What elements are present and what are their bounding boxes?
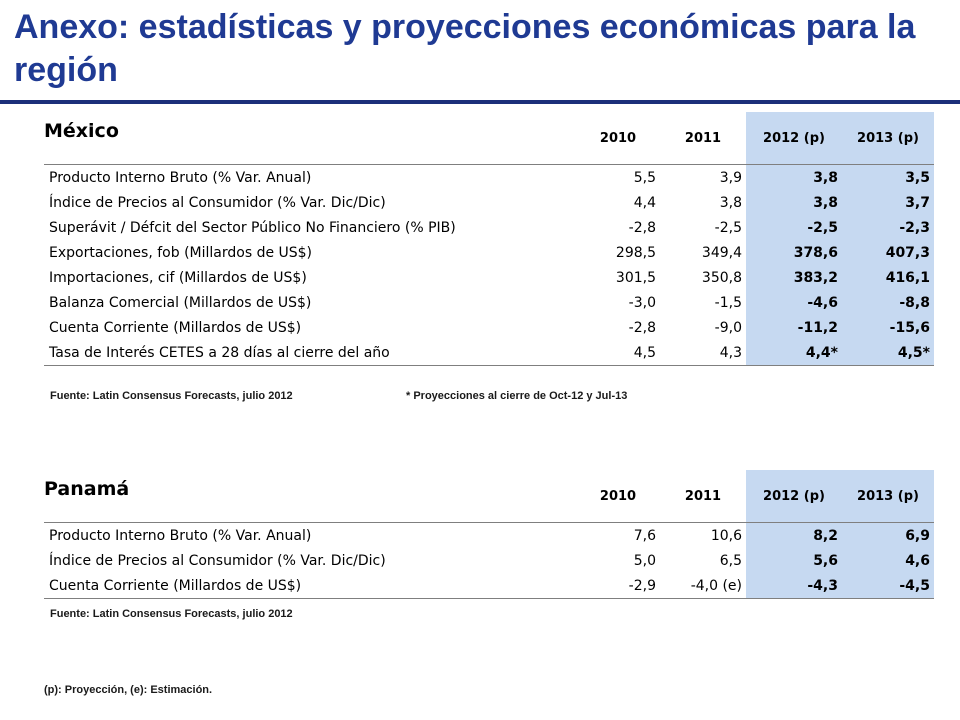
title-divider xyxy=(0,100,960,104)
mexico-col-header: 2012 (p) xyxy=(746,112,842,165)
panama-header-label xyxy=(44,470,576,523)
cell: -4,6 xyxy=(746,290,842,315)
row-label: Producto Interno Bruto (% Var. Anual) xyxy=(49,527,312,544)
row-label: Balanza Comercial (Millardos de US$) xyxy=(49,294,312,311)
mexico-section-label: México xyxy=(44,120,119,142)
panama-source-note: Fuente: Latin Consensus Forecasts, julio… xyxy=(50,608,293,620)
cell: -9,0 xyxy=(714,319,742,336)
panama-col-header: 2010 xyxy=(599,488,637,504)
cell: -4,5 xyxy=(842,573,934,599)
cell: -4,3 xyxy=(746,573,842,599)
table-row: Balanza Comercial (Millardos de US$) -3,0… xyxy=(44,290,934,315)
row-label: Importaciones, cif (Millardos de US$) xyxy=(49,269,307,286)
table-row: Cuenta Corriente (Millardos de US$) -2,9 -… xyxy=(44,573,934,599)
panama-col-header: 2011 xyxy=(684,488,722,504)
cell: 301,5 xyxy=(615,269,656,286)
cell: 5,6 xyxy=(746,548,842,573)
table-row: Producto Interno Bruto (% Var. Anual) 7,6… xyxy=(44,522,934,548)
row-label: Tasa de Interés CETES a 28 días al cierr… xyxy=(49,344,390,361)
mexico-col-header: 2011 xyxy=(684,130,722,146)
cell: -15,6 xyxy=(842,315,934,340)
cell: 3,8 xyxy=(746,164,842,190)
mexico-footnote: * Proyecciones al cierre de Oct-12 y Jul… xyxy=(406,390,628,402)
cell: -2,8 xyxy=(628,319,656,336)
mexico-source-note: Fuente: Latin Consensus Forecasts, julio… xyxy=(50,390,293,402)
cell: 5,5 xyxy=(633,169,656,186)
row-label: Exportaciones, fob (Millardos de US$) xyxy=(49,244,313,261)
table-row: Índice de Precios al Consumidor (% Var. … xyxy=(44,190,934,215)
cell: 3,8 xyxy=(746,190,842,215)
row-label: Cuenta Corriente (Millardos de US$) xyxy=(49,319,302,336)
cell: -2,3 xyxy=(842,215,934,240)
panama-header-row: 2010 2011 2012 (p) 2013 (p) xyxy=(44,470,934,523)
cell: 349,4 xyxy=(701,244,742,261)
table-row: Superávit / Défcit del Sector Público No… xyxy=(44,215,934,240)
cell: -2,5 xyxy=(714,219,742,236)
panama-section-label: Panamá xyxy=(44,478,130,500)
cell: -3,0 xyxy=(628,294,656,311)
row-label: Índice de Precios al Consumidor (% Var. … xyxy=(49,194,386,211)
mexico-header-label xyxy=(44,112,576,165)
cell: 10,6 xyxy=(710,527,742,544)
cell: 298,5 xyxy=(615,244,656,261)
table-row: Exportaciones, fob (Millardos de US$) 298… xyxy=(44,240,934,265)
table-row: Cuenta Corriente (Millardos de US$) -2,8 -… xyxy=(44,315,934,340)
page-title: Anexo: estadísticas y proyecciones econó… xyxy=(14,8,916,89)
cell: 3,5 xyxy=(842,164,934,190)
row-label: Superávit / Défcit del Sector Público No… xyxy=(49,219,456,236)
mexico-col-header: 2010 xyxy=(599,130,637,146)
mexico-col-header: 2013 (p) xyxy=(842,112,934,165)
cell: 4,6 xyxy=(842,548,934,573)
table-row: Producto Interno Bruto (% Var. Anual) 5,5… xyxy=(44,164,934,190)
table-row: Índice de Precios al Consumidor (% Var. … xyxy=(44,548,934,573)
cell: -2,5 xyxy=(746,215,842,240)
panama-col-header: 2013 (p) xyxy=(842,470,934,523)
cell: 8,2 xyxy=(746,522,842,548)
cell: 6,5 xyxy=(719,552,742,569)
cell: 350,8 xyxy=(701,269,742,286)
row-label: Cuenta Corriente (Millardos de US$) xyxy=(49,577,302,594)
legend-note: (p): Proyección, (e): Estimación. xyxy=(44,684,213,696)
cell: 407,3 xyxy=(842,240,934,265)
table-row: Importaciones, cif (Millardos de US$) 301… xyxy=(44,265,934,290)
mexico-table: 2010 2011 2012 (p) 2013 (p) Producto Int… xyxy=(44,112,934,366)
panama-table: 2010 2011 2012 (p) 2013 (p) Producto Int… xyxy=(44,470,934,599)
cell: 7,6 xyxy=(633,527,656,544)
mexico-header-row: 2010 2011 2012 (p) 2013 (p) xyxy=(44,112,934,165)
cell: 3,7 xyxy=(842,190,934,215)
row-label: Producto Interno Bruto (% Var. Anual) xyxy=(49,169,312,186)
cell: 416,1 xyxy=(842,265,934,290)
cell: 4,4 xyxy=(633,194,656,211)
cell: 3,9 xyxy=(719,169,742,186)
cell: 4,5* xyxy=(842,340,934,366)
cell: -2,9 xyxy=(628,577,656,594)
cell: -8,8 xyxy=(842,290,934,315)
cell: 4,5 xyxy=(633,344,656,361)
cell: -2,8 xyxy=(628,219,656,236)
cell: -4,0 (e) xyxy=(690,577,742,594)
cell: -11,2 xyxy=(746,315,842,340)
cell: 4,3 xyxy=(719,344,742,361)
cell: 5,0 xyxy=(633,552,656,569)
cell: 378,6 xyxy=(746,240,842,265)
table-row: Tasa de Interés CETES a 28 días al cierr… xyxy=(44,340,934,366)
cell: -1,5 xyxy=(714,294,742,311)
cell: 6,9 xyxy=(842,522,934,548)
panama-col-header: 2012 (p) xyxy=(746,470,842,523)
row-label: Índice de Precios al Consumidor (% Var. … xyxy=(49,552,386,569)
cell: 383,2 xyxy=(746,265,842,290)
cell: 3,8 xyxy=(719,194,742,211)
cell: 4,4* xyxy=(746,340,842,366)
